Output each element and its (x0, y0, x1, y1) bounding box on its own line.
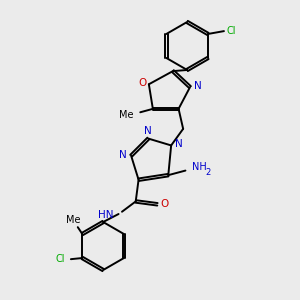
Text: HN: HN (98, 210, 114, 220)
Text: N: N (119, 150, 126, 160)
Text: N: N (144, 126, 152, 136)
Text: Cl: Cl (56, 254, 65, 264)
Text: Cl: Cl (226, 26, 236, 36)
Text: N: N (175, 139, 182, 149)
Text: O: O (138, 78, 147, 88)
Text: N: N (194, 81, 201, 91)
Text: Me: Me (66, 215, 80, 225)
Text: NH: NH (192, 162, 207, 172)
Text: O: O (160, 199, 168, 209)
Text: 2: 2 (206, 168, 211, 177)
Text: Me: Me (119, 110, 134, 120)
